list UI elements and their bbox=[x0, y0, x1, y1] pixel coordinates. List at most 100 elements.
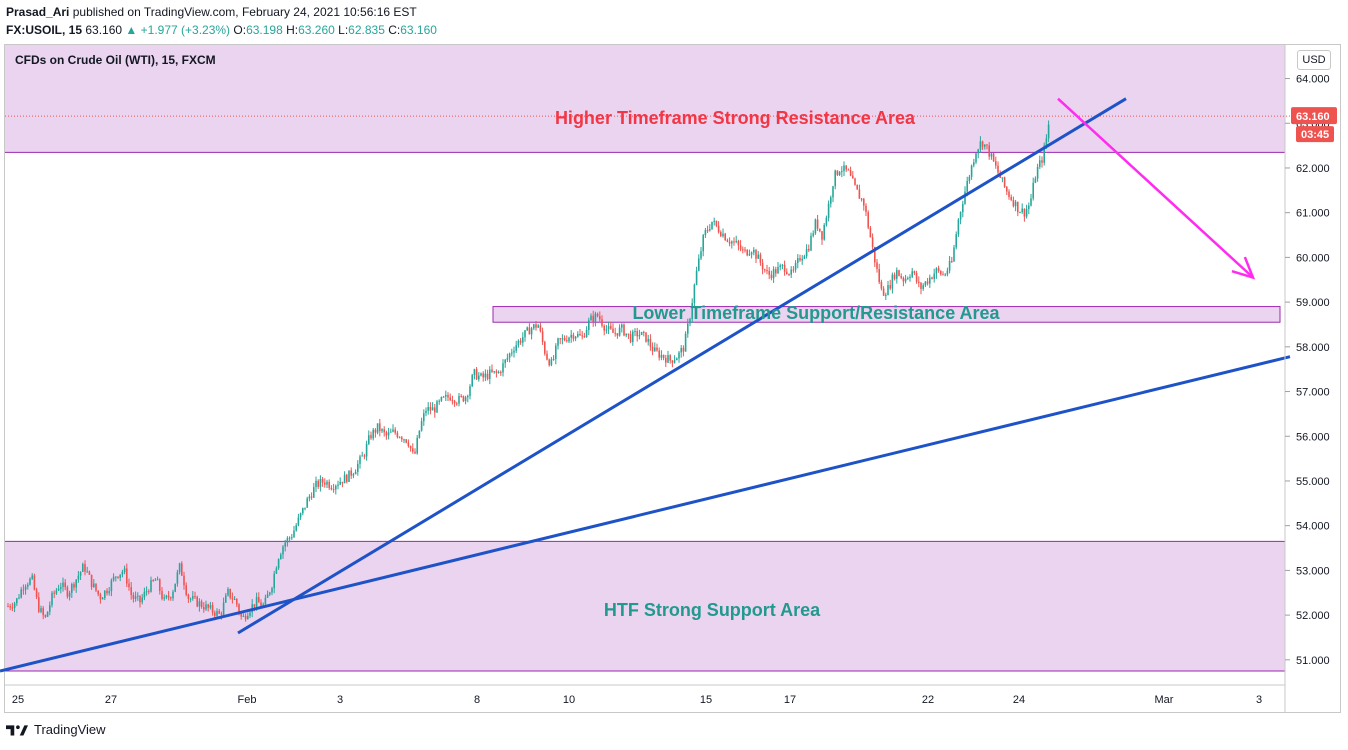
candle-body bbox=[1032, 182, 1034, 199]
candle-body bbox=[592, 315, 594, 323]
candle-body bbox=[539, 325, 542, 332]
candle-body bbox=[209, 605, 212, 608]
candle-body bbox=[799, 258, 801, 261]
candle-body bbox=[662, 354, 665, 358]
candle-body bbox=[330, 487, 333, 490]
candle-body bbox=[548, 359, 550, 366]
candle-body bbox=[975, 153, 977, 163]
candle-body bbox=[572, 334, 575, 339]
candle-body bbox=[847, 169, 850, 171]
candle-body bbox=[764, 269, 766, 271]
candle-body bbox=[832, 186, 834, 198]
candle-body bbox=[387, 432, 390, 436]
candle-body bbox=[953, 247, 955, 262]
candle-body bbox=[808, 248, 810, 251]
candle-body bbox=[304, 507, 306, 509]
candle-body bbox=[352, 474, 355, 476]
candle-body bbox=[957, 219, 960, 235]
y-tick-label: 54.000 bbox=[1296, 521, 1330, 533]
candle-body bbox=[214, 612, 216, 616]
candle-body bbox=[768, 270, 770, 275]
candle-body bbox=[579, 333, 581, 336]
candle-body bbox=[249, 612, 251, 616]
close-value: 63.160 bbox=[400, 23, 437, 37]
candle-body bbox=[772, 269, 775, 279]
candle-body bbox=[99, 594, 102, 600]
candle-body bbox=[449, 397, 451, 401]
candle-body bbox=[350, 470, 352, 476]
candle-body bbox=[530, 328, 533, 335]
candle-body bbox=[781, 264, 784, 266]
candle-body bbox=[68, 592, 71, 597]
candle-body bbox=[84, 564, 86, 572]
candle-body bbox=[990, 153, 993, 157]
candle-body bbox=[900, 276, 902, 278]
candle-body bbox=[458, 395, 460, 404]
candle-body bbox=[315, 480, 317, 488]
publisher-name[interactable]: Prasad_Ari bbox=[6, 5, 70, 19]
candle-body bbox=[269, 592, 271, 595]
candle-body bbox=[398, 437, 401, 439]
x-tick-label: 25 bbox=[12, 694, 24, 706]
candle-body bbox=[403, 439, 405, 441]
candle-body bbox=[722, 233, 724, 237]
candle-body bbox=[854, 178, 856, 185]
footer-brand[interactable]: TradingView bbox=[6, 722, 106, 737]
candle-body bbox=[79, 571, 82, 576]
candle-body bbox=[341, 481, 344, 484]
candle-body bbox=[291, 537, 293, 539]
candle-body bbox=[618, 327, 621, 336]
candle-body bbox=[814, 219, 817, 234]
candle-body bbox=[535, 324, 537, 328]
close-label: C: bbox=[388, 23, 401, 37]
forecast-arrowhead bbox=[1231, 256, 1256, 280]
candle-body bbox=[874, 246, 876, 263]
candle-body bbox=[1012, 199, 1015, 207]
candle-body bbox=[55, 590, 58, 594]
candle-body bbox=[273, 573, 275, 589]
currency-button[interactable]: USD bbox=[1297, 50, 1331, 70]
zones-layer bbox=[5, 45, 1285, 672]
candle-body bbox=[22, 589, 25, 591]
candle-body bbox=[788, 274, 790, 276]
candle-body bbox=[484, 373, 487, 378]
candle-body bbox=[581, 335, 583, 337]
candle-body bbox=[493, 371, 495, 373]
candle-body bbox=[242, 615, 245, 617]
candle-body bbox=[977, 149, 979, 154]
candle-body bbox=[324, 482, 326, 485]
candle-body bbox=[66, 587, 69, 597]
candle-body bbox=[577, 333, 579, 337]
candle-body bbox=[680, 347, 682, 353]
candle-body bbox=[550, 359, 553, 366]
x-tick-label: 8 bbox=[474, 694, 480, 706]
candle-body bbox=[640, 331, 643, 335]
candle-body bbox=[830, 197, 832, 204]
candle-body bbox=[797, 258, 799, 264]
candle-body bbox=[687, 323, 689, 334]
candle-body bbox=[423, 413, 425, 422]
candle-body bbox=[627, 333, 630, 335]
candle-body bbox=[777, 266, 779, 274]
candle-body bbox=[590, 315, 592, 321]
candle-body bbox=[944, 274, 946, 276]
candle-body bbox=[779, 265, 781, 267]
open-value: 63.198 bbox=[246, 23, 283, 37]
candle-body bbox=[376, 423, 379, 433]
axes-layer: 64.00063.00062.00061.00060.00059.00058.0… bbox=[5, 45, 1337, 713]
candle-body bbox=[288, 537, 291, 539]
tradingview-logo-icon bbox=[6, 724, 28, 735]
candle-body bbox=[442, 396, 445, 398]
y-tick-label: 52.000 bbox=[1296, 610, 1330, 622]
candle-body bbox=[632, 331, 634, 342]
y-tick-label: 60.000 bbox=[1296, 252, 1330, 264]
candle-body bbox=[1014, 201, 1017, 207]
candle-body bbox=[834, 170, 836, 187]
y-tick-label: 62.000 bbox=[1296, 163, 1330, 175]
candle-body bbox=[93, 583, 95, 588]
candle-body bbox=[803, 256, 806, 259]
candle-body bbox=[1028, 205, 1030, 209]
chart-frame[interactable] bbox=[4, 44, 1341, 713]
candle-body bbox=[1006, 186, 1008, 192]
